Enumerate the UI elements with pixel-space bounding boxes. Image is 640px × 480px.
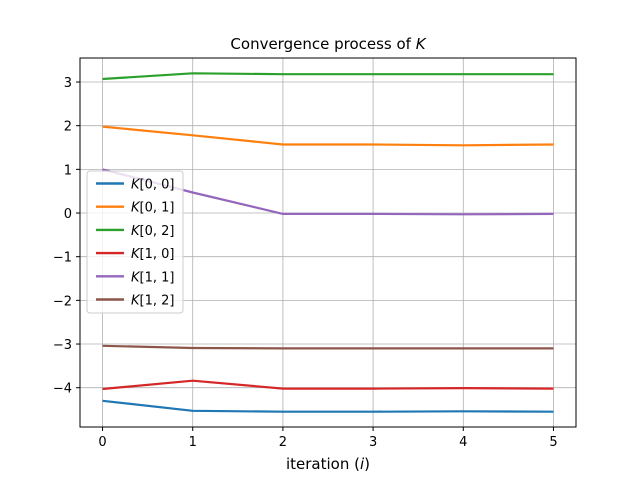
x-tick-label: 0 [98,435,106,450]
x-tick-label: 1 [189,435,197,450]
x-tick-label: 3 [369,435,377,450]
legend: K[0, 0] K[0, 1] K[0, 2] K[1, 0] K[1, 1] K[1, … [86,170,184,314]
y-tick-label: −2 [53,294,72,309]
chart-title-var: K [416,35,427,53]
x-axis-label-text: iteration ( [286,455,360,473]
legend-label: K[0, 0] [131,178,174,193]
y-tick-label: 0 [64,207,72,222]
x-tick-label: 5 [549,435,557,450]
axes-frame [79,57,577,428]
series-line-4 [102,379,554,391]
legend-label: K[1, 0] [131,247,174,262]
y-tick-label: −3 [53,338,72,353]
y-tick-label: −4 [53,382,72,397]
y-tick-label: 1 [64,163,72,178]
x-axis-ticks: 0 1 2 3 4 5 [98,427,558,450]
chart-title-text: Convergence process of [230,35,415,53]
y-tick-label: 3 [64,76,72,91]
x-axis-label-var: i [360,455,365,473]
y-axis-ticks: −4 −3 −2 −1 0 1 2 3 [53,76,80,397]
x-tick-label: 2 [279,435,287,450]
x-tick-label: 4 [459,435,467,450]
series-line-1 [102,399,554,413]
legend-label: K[0, 1] [131,201,174,216]
legend-label: K[1, 1] [131,270,174,285]
series-line-6 [102,344,554,350]
legend-label: K[0, 2] [131,224,174,239]
x-axis-label: iteration (i) [286,455,370,473]
chart-title: Convergence process of K [230,35,426,53]
legend-label: K[1, 2] [131,294,174,309]
x-axis-label-end: ) [364,455,370,473]
y-tick-label: 2 [64,120,72,135]
series-line-2 [102,125,554,147]
y-tick-label: −1 [53,251,72,266]
series-line-3 [102,72,554,81]
